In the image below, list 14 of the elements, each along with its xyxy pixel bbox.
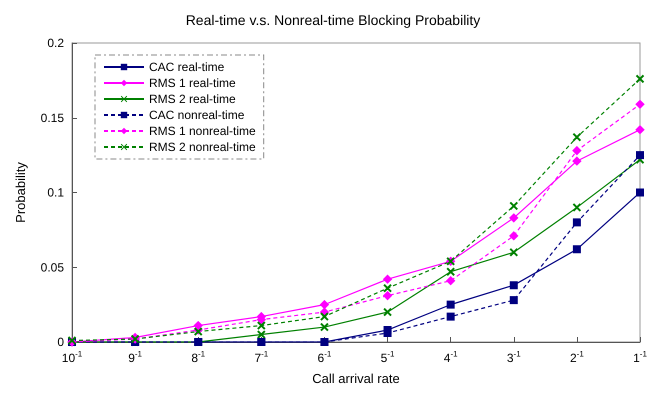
y-tick-label: 0.05 [40, 260, 64, 274]
legend-label: CAC nonreal-time [149, 108, 245, 122]
y-axis-title: Probability [13, 162, 28, 223]
y-tick-label: 0.2 [47, 36, 64, 50]
x-axis-title: Call arrival rate [312, 371, 400, 386]
legend-label: RMS 2 nonreal-time [149, 140, 256, 154]
y-tick-label: 0 [57, 335, 64, 349]
chart-title: Real-time v.s. Nonreal-time Blocking Probability [186, 12, 480, 28]
y-tick-label: 0.1 [47, 186, 64, 200]
legend-label: RMS 1 nonreal-time [149, 124, 256, 138]
legend-label: CAC real-time [149, 60, 225, 74]
legend-label: RMS 2 real-time [149, 92, 236, 106]
legend-label: RMS 1 real-time [149, 76, 236, 90]
y-tick-label: 0.15 [40, 110, 64, 125]
